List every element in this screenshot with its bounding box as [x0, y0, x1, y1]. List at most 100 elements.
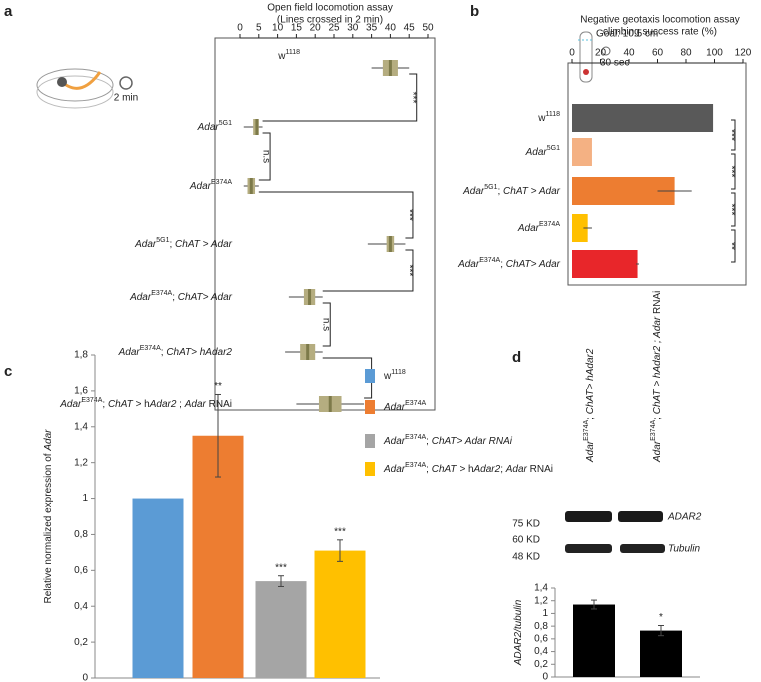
y-tick-label: 1,6 — [74, 386, 88, 397]
y-tick-label: 0,2 — [534, 659, 548, 670]
category-label-part: 1118 — [285, 49, 300, 56]
legend-label-part: Adar — [383, 464, 406, 475]
category-label-part: ; — [172, 292, 178, 303]
category-label-part: Adar — [59, 399, 82, 410]
significance-bracket — [731, 119, 736, 151]
panel-letter: a — [4, 3, 13, 20]
significance-bracket — [258, 132, 271, 181]
x-tick-label: 0 — [237, 23, 243, 34]
category-label-part: Adar — [197, 122, 220, 133]
category-label: w1118 — [277, 49, 300, 61]
y-axis-label-part: Adar — [43, 429, 54, 452]
category-label-part: 1118 — [545, 111, 560, 118]
category-label: Adar5G1 — [197, 120, 232, 132]
significance-label: n.s — [260, 150, 271, 163]
category-label: AdarE374A; ChAT> hAdar2 — [583, 348, 595, 463]
y-tick-label: 1,4 — [534, 583, 548, 594]
legend-label-part: ChAT> Adar RNAi — [432, 436, 513, 447]
legend-label-part: ; — [426, 464, 432, 475]
category-label: Adar5G1; ChAT > Adar — [134, 237, 233, 249]
y-tick-label: 1,2 — [74, 457, 88, 468]
category-label-part: ChAT> hAdar2 — [585, 348, 596, 414]
legend-label-part: Adar2 — [473, 464, 501, 475]
category-label: Adar5G1; ChAT > Adar — [462, 184, 561, 196]
category-label-part: Adar — [525, 147, 548, 158]
category-label-part: E374A — [151, 290, 172, 297]
category-label-part: Adar — [462, 186, 485, 197]
y-axis-label: ADAR2/tubulin — [513, 599, 524, 666]
category-label-part: 5G1 — [547, 145, 560, 152]
category-label: AdarE374A; ChAT> hAdar2 — [118, 345, 233, 357]
bar — [132, 498, 184, 678]
chart-title: climbing success rate (%) — [603, 27, 717, 38]
x-tick-label: 15 — [291, 23, 303, 34]
category-label-part: Adar — [457, 259, 480, 270]
bar — [640, 630, 682, 677]
significance-bracket — [262, 73, 418, 122]
category-label-part: ChAT > Adar — [175, 239, 233, 250]
x-tick-label: 20 — [310, 23, 322, 34]
significance-bracket — [731, 229, 736, 263]
legend-swatch — [365, 462, 375, 476]
panel-letter: d — [512, 349, 521, 366]
significance-bracket — [322, 302, 331, 347]
y-tick-label: 1,8 — [74, 350, 88, 361]
significance-label: *** — [407, 92, 418, 104]
legend-label-part: ; — [500, 464, 506, 475]
category-label-part: Adar — [585, 440, 596, 463]
category-label-part: ChAT > Adar — [503, 186, 561, 197]
category-label-part: Adar — [517, 223, 540, 234]
category-label-part: 5G1 — [156, 237, 169, 244]
significance-label: n.s — [321, 318, 332, 331]
category-label: AdarE374A — [517, 221, 560, 233]
category-label-part: ChAT> Adar — [506, 259, 561, 270]
plot-frame — [214, 37, 436, 411]
category-label-part: ChAT > hAdar2 ; Adar — [652, 314, 663, 414]
x-tick-label: 60 — [652, 48, 664, 59]
significance-label: *** — [403, 209, 414, 221]
y-tick-label: 0,4 — [534, 646, 548, 657]
category-label-part: h — [144, 399, 150, 410]
y-tick-label: 1,4 — [74, 421, 88, 432]
western-blot — [565, 511, 665, 553]
x-tick-label: 25 — [328, 23, 340, 34]
category-label-part: Adar — [189, 181, 212, 192]
median — [249, 178, 253, 194]
category-label-part: w — [537, 113, 546, 124]
y-tick-label: 0,8 — [534, 621, 548, 632]
category-label-part: RNAi — [652, 291, 663, 314]
category-label-part: 5G1 — [484, 184, 497, 191]
blot-marker: 75 KD — [512, 519, 540, 530]
category-label-part: ; — [169, 239, 175, 250]
bar — [572, 214, 588, 242]
icon-label: Goal: 10.5 cm — [596, 29, 658, 40]
median — [328, 396, 332, 412]
bar — [573, 604, 615, 677]
legend-label-part: Adar — [383, 402, 406, 413]
tube-icon — [578, 31, 611, 83]
category-label-part: ; — [652, 414, 663, 420]
y-tick-label: 0,2 — [74, 637, 88, 648]
significance-label: *** — [275, 562, 287, 573]
x-tick-label: 35 — [366, 23, 378, 34]
legend-label: w1118 — [383, 369, 406, 381]
category-label-part: Adar — [184, 399, 207, 410]
category-label: AdarE374A; ChAT> Adar — [457, 257, 561, 269]
significance-bracket — [322, 249, 414, 292]
category-label-part: RNAi — [206, 399, 232, 410]
chart-title: Open field locomotion assay — [267, 3, 393, 14]
bar — [314, 550, 366, 678]
y-tick-label: 0,6 — [534, 633, 548, 644]
category-label-part: ChAT > — [108, 399, 144, 410]
significance-label: ** — [725, 242, 736, 250]
category-label: w1118 — [537, 111, 560, 123]
significance-label: ** — [214, 381, 222, 392]
y-axis-label-part: Relative normalized expression of — [43, 451, 54, 604]
significance-bracket — [258, 191, 414, 239]
legend-swatch — [365, 400, 375, 414]
category-label-part: Adar — [134, 239, 157, 250]
x-tick-label: 120 — [735, 48, 752, 59]
category-label-part: E374A — [539, 221, 560, 228]
category-label-part: E374A — [211, 179, 232, 186]
x-tick-label: 40 — [385, 23, 397, 34]
